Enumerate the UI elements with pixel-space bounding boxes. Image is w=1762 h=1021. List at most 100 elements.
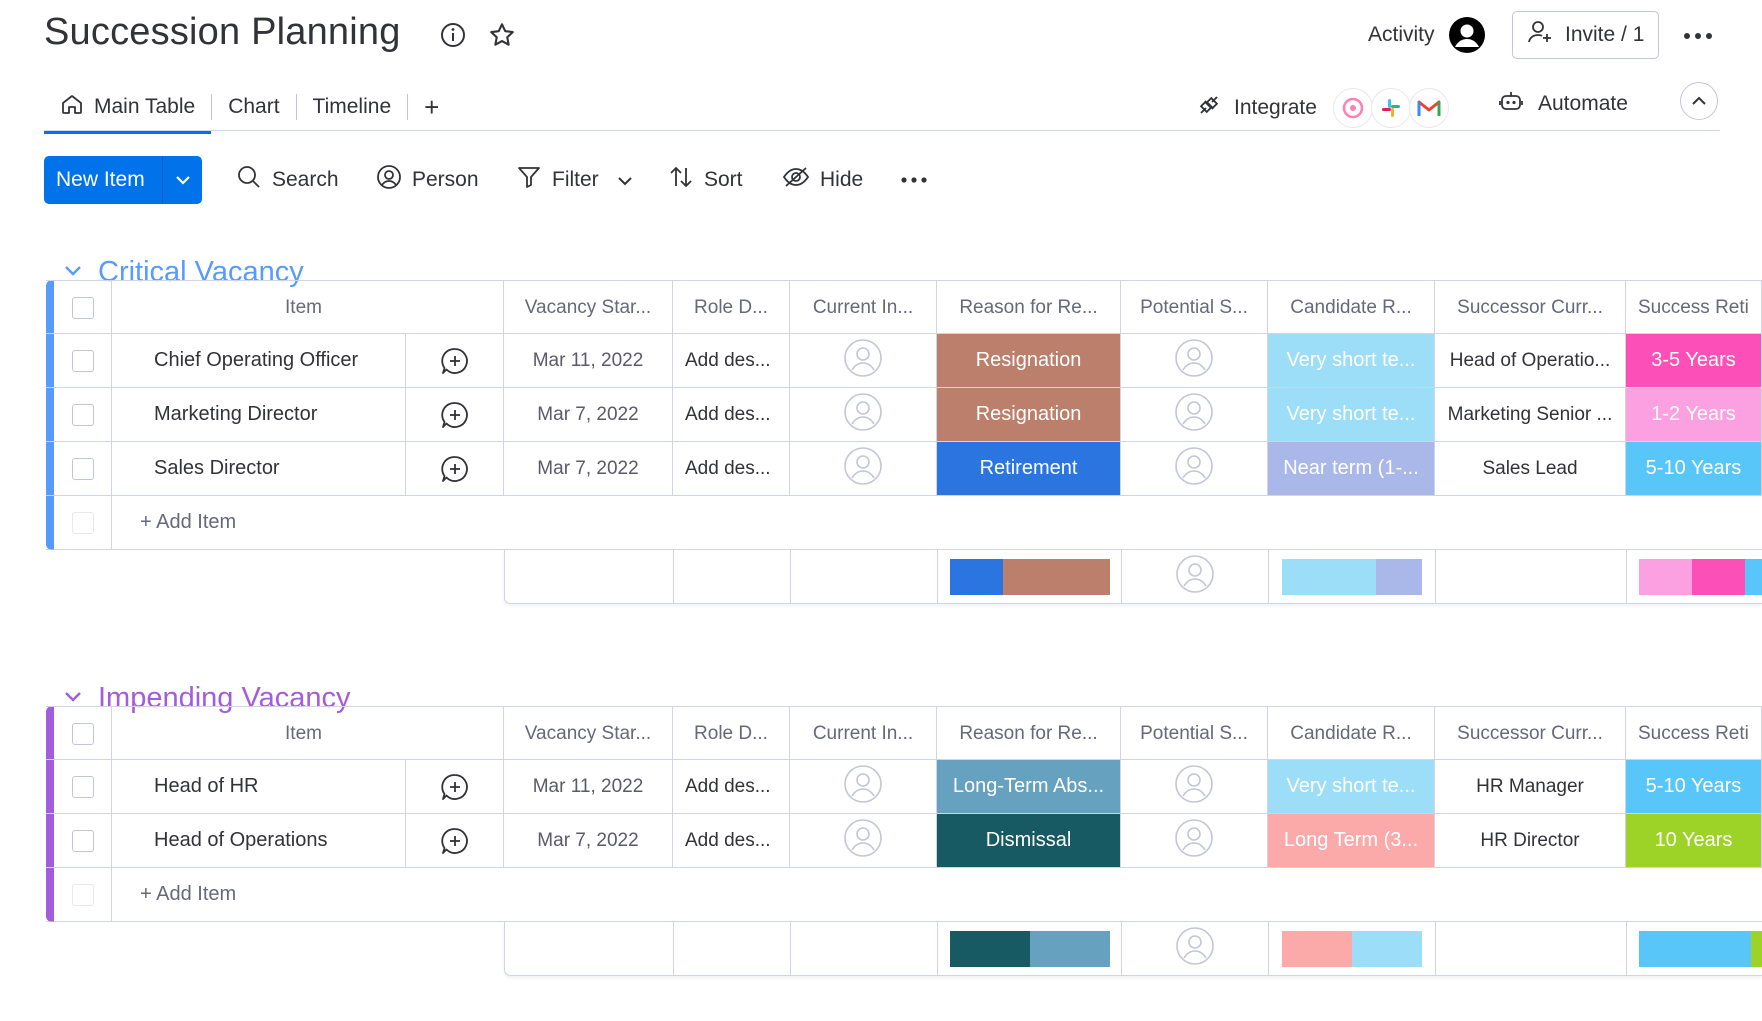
add-update-icon[interactable]	[406, 814, 504, 867]
invite-button[interactable]: Invite / 1	[1512, 11, 1659, 59]
reason-summary-bar[interactable]	[949, 558, 1110, 595]
add-item-row[interactable]: + Add Item	[46, 868, 1762, 922]
star-icon[interactable]	[486, 19, 518, 51]
toolbar-more-icon[interactable]	[900, 163, 928, 197]
column-header[interactable]: Candidate R...	[1268, 707, 1435, 760]
chevron-down-icon[interactable]	[64, 264, 82, 282]
user-avatar-icon[interactable]	[1448, 16, 1486, 54]
checkbox[interactable]	[71, 457, 94, 480]
activity-link[interactable]: Activity	[1368, 23, 1435, 46]
successor-current-role[interactable]: HR Manager	[1435, 760, 1626, 813]
item-name[interactable]: Sales Director	[104, 442, 406, 495]
successor-current-role[interactable]: Marketing Senior ...	[1435, 388, 1626, 441]
current-incumbent[interactable]	[790, 388, 937, 441]
add-view-button[interactable]: +	[408, 82, 455, 132]
person-placeholder-icon[interactable]	[1174, 338, 1214, 384]
column-header[interactable]: Vacancy Star...	[504, 281, 673, 334]
potential-successor[interactable]	[1121, 334, 1268, 387]
group-title[interactable]: Impending Vacancy	[98, 682, 351, 714]
table-row[interactable]: Head of HR Mar 11, 2022 Add des... Long-Ter…	[46, 760, 1762, 814]
person-placeholder-icon[interactable]	[1175, 926, 1215, 972]
role-description[interactable]: Add des...	[673, 442, 790, 495]
reason-status[interactable]: Resignation	[937, 388, 1121, 441]
candidate-readiness-status[interactable]: Very short te...	[1268, 760, 1435, 813]
person-filter-button[interactable]: Person	[376, 163, 479, 197]
select-all-checkbox[interactable]	[54, 281, 112, 334]
success-summary-bar[interactable]	[1639, 558, 1762, 595]
tab-timeline[interactable]: Timeline	[297, 82, 408, 132]
item-name[interactable]: Head of Operations	[104, 814, 406, 867]
add-item-row[interactable]: + Add Item	[46, 496, 1762, 550]
success-retirement-status[interactable]: 1-2 Years	[1626, 388, 1762, 441]
filter-button[interactable]: Filter	[516, 163, 633, 197]
person-placeholder-icon[interactable]	[843, 764, 883, 810]
row-checkbox[interactable]	[54, 814, 112, 867]
select-all-checkbox[interactable]	[54, 707, 112, 760]
add-update-icon[interactable]	[406, 442, 504, 495]
current-incumbent[interactable]	[790, 760, 937, 813]
column-header[interactable]: Item	[104, 281, 504, 334]
column-header[interactable]: Potential S...	[1121, 707, 1268, 760]
add-update-icon[interactable]	[406, 334, 504, 387]
new-item-button[interactable]: New Item	[44, 156, 202, 204]
candidate-readiness-status[interactable]: Near term (1-...	[1268, 442, 1435, 495]
checkbox[interactable]	[71, 722, 94, 745]
vacancy-start-date[interactable]: Mar 7, 2022	[504, 388, 673, 441]
column-header[interactable]: Role D...	[673, 281, 790, 334]
person-placeholder-icon[interactable]	[843, 818, 883, 864]
row-checkbox[interactable]	[54, 760, 112, 813]
add-update-icon[interactable]	[406, 388, 504, 441]
potential-successor[interactable]	[1121, 760, 1268, 813]
person-placeholder-icon[interactable]	[1175, 554, 1215, 600]
column-header[interactable]: Candidate R...	[1268, 281, 1435, 334]
person-placeholder-icon[interactable]	[843, 446, 883, 492]
reason-status[interactable]: Resignation	[937, 334, 1121, 387]
group-header[interactable]: Impending Vacancy	[64, 682, 351, 715]
chevron-down-icon[interactable]	[617, 168, 633, 192]
candidate-summary-bar[interactable]	[1282, 558, 1422, 595]
role-description[interactable]: Add des...	[673, 388, 790, 441]
success-retirement-status[interactable]: 5-10 Years	[1626, 442, 1762, 495]
add-item-input[interactable]: + Add Item	[140, 883, 237, 905]
person-placeholder-icon[interactable]	[843, 392, 883, 438]
tab-chart[interactable]: Chart	[212, 82, 295, 132]
successor-current-role[interactable]: Head of Operatio...	[1435, 334, 1626, 387]
reason-summary-bar[interactable]	[949, 930, 1110, 967]
table-row[interactable]: Marketing Director Mar 7, 2022 Add des... R…	[46, 388, 1762, 442]
person-placeholder-icon[interactable]	[1174, 446, 1214, 492]
checkbox[interactable]	[71, 775, 94, 798]
person-placeholder-icon[interactable]	[1174, 764, 1214, 810]
table-row[interactable]: Chief Operating Officer Mar 11, 2022 Add d…	[46, 334, 1762, 388]
reason-status[interactable]: Long-Term Abs...	[937, 760, 1121, 813]
role-description[interactable]: Add des...	[673, 760, 790, 813]
success-retirement-status[interactable]: 10 Years	[1626, 814, 1762, 867]
item-name[interactable]: Chief Operating Officer	[104, 334, 406, 387]
checkbox[interactable]	[71, 349, 94, 372]
person-placeholder-icon[interactable]	[1174, 392, 1214, 438]
board-title[interactable]: Succession Planning	[44, 11, 401, 53]
new-item-dropdown[interactable]	[163, 175, 202, 185]
row-checkbox[interactable]	[54, 388, 112, 441]
candidate-summary-bar[interactable]	[1282, 930, 1422, 967]
table-row[interactable]: Head of Operations Mar 7, 2022 Add des... D…	[46, 814, 1762, 868]
column-header[interactable]: Role D...	[673, 707, 790, 760]
add-update-icon[interactable]	[406, 760, 504, 813]
potential-successor[interactable]	[1121, 388, 1268, 441]
vacancy-start-date[interactable]: Mar 7, 2022	[504, 442, 673, 495]
column-header[interactable]: Success Reti	[1626, 707, 1762, 760]
hide-button[interactable]: Hide	[782, 163, 863, 197]
item-name[interactable]: Head of HR	[104, 760, 406, 813]
checkbox[interactable]	[71, 296, 94, 319]
search-button[interactable]: Search	[236, 163, 339, 197]
column-header[interactable]: Current In...	[790, 707, 937, 760]
potential-successor[interactable]	[1121, 814, 1268, 867]
chevron-down-icon[interactable]	[64, 690, 82, 708]
column-header[interactable]: Vacancy Star...	[504, 707, 673, 760]
integrate-button[interactable]: Integrate	[1196, 88, 1449, 128]
potential-successor[interactable]	[1121, 442, 1268, 495]
candidate-readiness-status[interactable]: Very short te...	[1268, 334, 1435, 387]
checkbox[interactable]	[71, 403, 94, 426]
table-row[interactable]: Sales Director Mar 7, 2022 Add des... Retir…	[46, 442, 1762, 496]
vacancy-start-date[interactable]: Mar 7, 2022	[504, 814, 673, 867]
reason-status[interactable]: Dismissal	[937, 814, 1121, 867]
